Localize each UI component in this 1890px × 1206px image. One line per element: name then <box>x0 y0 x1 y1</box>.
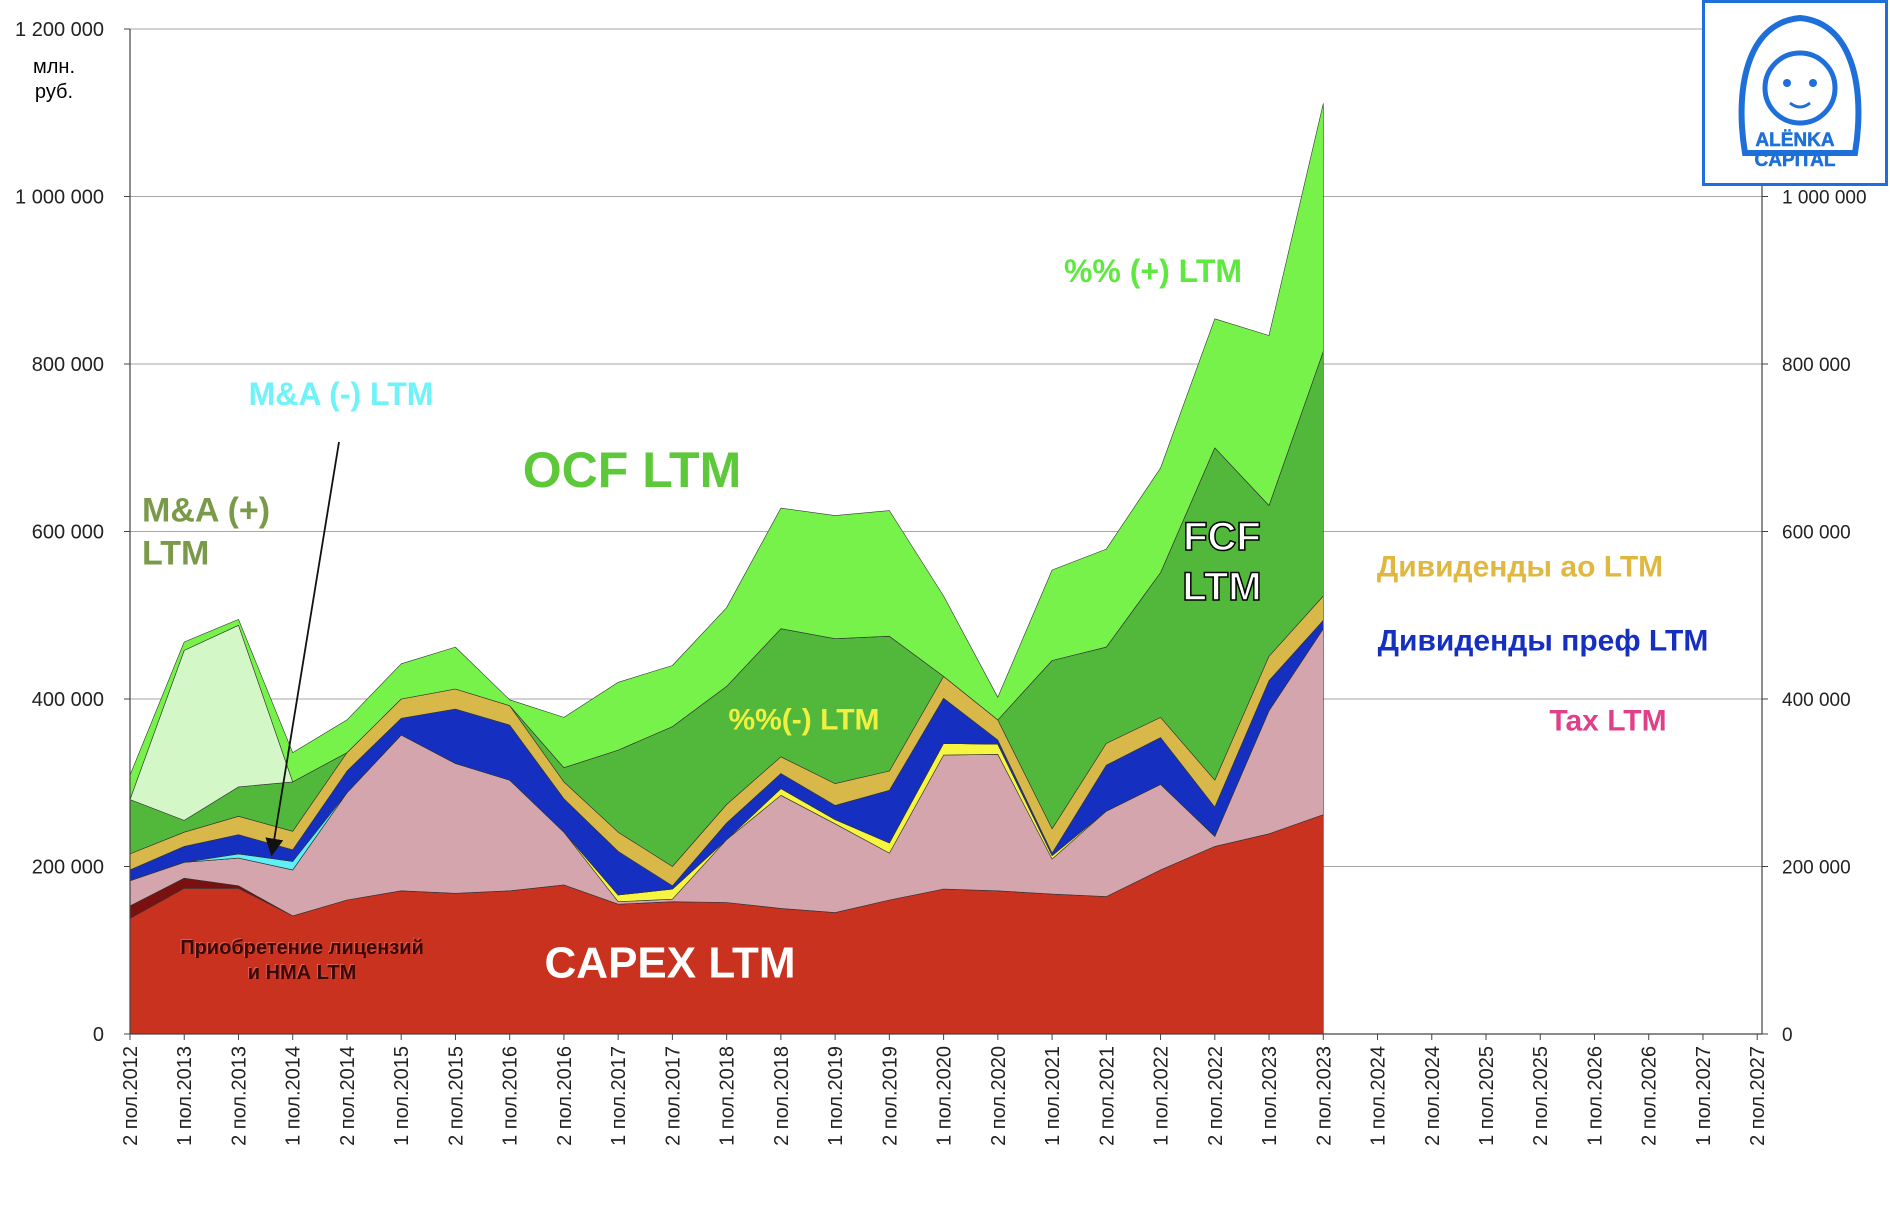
y-tick-label: 400 000 <box>32 689 104 711</box>
y2-tick-label: 200 000 <box>1782 858 1851 879</box>
x-tick-label: 2 пол.2027 <box>1747 1046 1769 1146</box>
x-tick-label: 2 пол.2015 <box>445 1046 467 1146</box>
series-label: Дивиденды ао LTM <box>1376 550 1664 584</box>
x-tick-label: 2 пол.2017 <box>662 1046 684 1146</box>
unit-label: млн. руб. <box>32 56 76 103</box>
x-tick-label: 2 пол.2022 <box>1205 1046 1227 1146</box>
series-label: Tax LTM <box>1549 704 1667 738</box>
x-tick-label: 1 пол.2015 <box>391 1046 413 1146</box>
x-tick-label: 1 пол.2018 <box>717 1046 739 1146</box>
y2-tick-label: 800 000 <box>1782 355 1851 376</box>
y-tick-label: 200 000 <box>32 857 104 879</box>
series-label: Приобретение лицензий и НМА LTM <box>180 937 424 984</box>
logo-line: CAPITAL <box>1754 150 1836 171</box>
logo-text: ALЁNKA CAPITAL <box>1705 130 1885 171</box>
x-tick-label: 2 пол.2024 <box>1422 1046 1444 1146</box>
x-tick-label: 2 пол.2014 <box>337 1046 359 1146</box>
ocf-annotation: OCF LTM <box>522 441 742 498</box>
series-label: Дивиденды преф LTM <box>1377 624 1709 658</box>
y-tick-label: 1 000 000 <box>15 187 104 209</box>
arrow <box>265 441 340 857</box>
x-tick-label: 2 пол.2021 <box>1096 1046 1118 1146</box>
x-tick-label: 1 пол.2024 <box>1368 1046 1390 1146</box>
series-label: M&A (+) LTM <box>142 491 271 573</box>
logo-line: ALЁNKA <box>1755 130 1835 151</box>
series-label: M&A (-) LTM <box>248 376 434 412</box>
x-tick-label: 1 пол.2020 <box>934 1046 956 1146</box>
x-tick-label: 1 пол.2019 <box>825 1046 847 1146</box>
y2-tick-label: 600 000 <box>1782 523 1851 544</box>
x-tick-label: 2 пол.2026 <box>1639 1046 1661 1146</box>
x-tick-label: 1 пол.2027 <box>1693 1046 1715 1146</box>
series-label: CAPEX LTM <box>544 938 796 988</box>
x-tick-label: 2 пол.2016 <box>554 1046 576 1146</box>
x-tick-label: 1 пол.2013 <box>174 1046 196 1146</box>
x-tick-label: 1 пол.2021 <box>1042 1046 1064 1146</box>
x-tick-label: 2 пол.2025 <box>1530 1046 1552 1146</box>
x-tick-label: 1 пол.2022 <box>1151 1046 1173 1146</box>
series-label: %% (+) LTM <box>1063 253 1243 289</box>
x-tick-label: 1 пол.2025 <box>1476 1046 1498 1146</box>
y-tick-label: 0 <box>93 1024 104 1046</box>
series-label: %%(-) LTM <box>728 703 880 737</box>
logo-icon <box>1738 14 1862 156</box>
x-tick-label: 2 пол.2013 <box>228 1046 250 1146</box>
x-tick-label: 2 пол.2020 <box>988 1046 1010 1146</box>
x-tick-label: 2 пол.2019 <box>879 1046 901 1146</box>
x-tick-label: 1 пол.2023 <box>1259 1046 1281 1146</box>
y-tick-label: 600 000 <box>32 522 104 544</box>
logo: ALЁNKA CAPITAL <box>1702 0 1888 186</box>
area <box>129 103 1324 800</box>
x-tick-label: 2 пол.2012 <box>120 1046 142 1146</box>
x-tick-label: 1 пол.2026 <box>1584 1046 1606 1146</box>
y2-tick-label: 400 000 <box>1782 690 1851 711</box>
x-tick-label: 1 пол.2016 <box>500 1046 522 1146</box>
x-tick-label: 2 пол.2018 <box>771 1046 793 1146</box>
y2-tick-label: 0 <box>1782 1025 1793 1046</box>
x-tick-label: 1 пол.2017 <box>608 1046 630 1146</box>
y2-tick-label: 1 000 000 <box>1782 188 1867 209</box>
x-tick-label: 1 пол.2014 <box>283 1046 305 1146</box>
x-tick-label: 2 пол.2023 <box>1313 1046 1335 1146</box>
y-tick-label: 1 200 000 <box>15 19 104 41</box>
series-label: FCF LTM <box>1182 514 1263 610</box>
y-tick-label: 800 000 <box>32 354 104 376</box>
